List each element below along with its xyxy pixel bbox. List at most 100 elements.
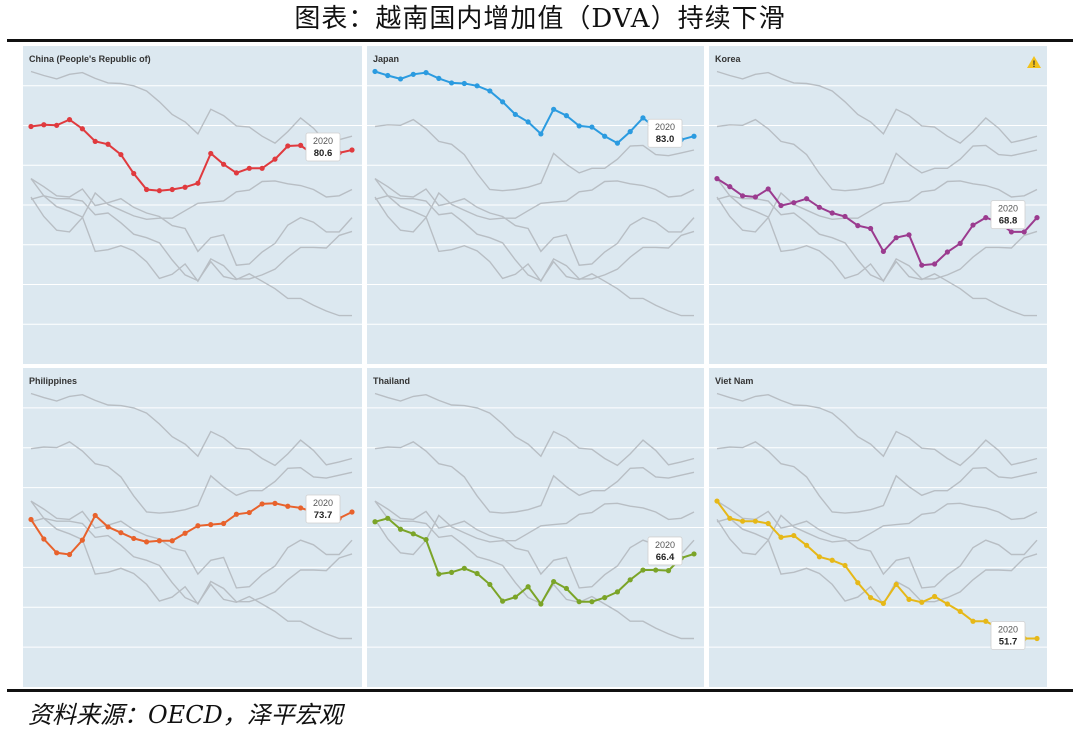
callout-year: 2020 [313, 498, 333, 508]
data-point-2005 [500, 99, 506, 105]
data-point-2020 [691, 551, 697, 557]
panel-korea: Korea 2020 68.8! [709, 46, 1047, 364]
data-point-1997 [740, 518, 746, 524]
data-point-2000 [92, 138, 98, 144]
callout-year: 2020 [313, 136, 333, 146]
data-point-2016 [640, 567, 646, 573]
data-point-2013 [259, 501, 265, 507]
data-point-2012 [932, 261, 938, 267]
data-point-2015 [627, 129, 633, 135]
data-point-1996 [41, 536, 47, 542]
page-title: 图表：越南国内增加值（DVA）持续下滑 [294, 4, 786, 34]
context-line-thailand [374, 195, 695, 283]
data-point-2002 [118, 151, 124, 158]
panel-title: Viet Nam [715, 376, 753, 386]
data-point-2014 [272, 156, 278, 162]
context-line-thailand [716, 195, 1038, 283]
data-point-2012 [932, 593, 938, 600]
callout-box [647, 536, 683, 566]
data-point-2002 [461, 565, 467, 571]
panel-japan: Japan 2020 83.0 [367, 46, 704, 364]
data-point-1996 [41, 122, 47, 128]
data-point-2003 [474, 570, 480, 577]
data-point-2001 [448, 569, 455, 575]
context-line-japan [30, 392, 353, 467]
data-point-1995 [28, 516, 34, 523]
data-point-2006 [855, 580, 861, 586]
data-point-2015 [970, 222, 976, 228]
callout-year: 2020 [655, 540, 675, 550]
data-point-2007 [868, 595, 874, 601]
data-point-2008 [195, 523, 201, 529]
data-point-2018 [1008, 229, 1015, 235]
callout-value: 73.7 [314, 510, 333, 521]
data-point-1999 [765, 186, 771, 192]
data-point-1998 [66, 117, 73, 123]
data-point-2009 [551, 578, 557, 585]
panel-thailand: Thailand 2020 66.4 [367, 368, 704, 687]
data-point-2005 [500, 598, 506, 604]
callout-box [990, 200, 1026, 230]
data-point-2001 [105, 141, 111, 147]
data-point-2002 [118, 530, 124, 536]
data-point-2008 [538, 131, 544, 137]
data-point-2007 [868, 225, 874, 232]
data-point-2008 [880, 600, 887, 607]
context-line-china-people-s-republic-of [716, 118, 1038, 192]
data-point-2001 [448, 80, 455, 86]
data-point-2006 [512, 111, 518, 118]
context-line-korea [374, 178, 695, 266]
data-point-2016 [640, 115, 646, 121]
context-line-japan [716, 70, 1038, 144]
context-line-japan [716, 392, 1038, 467]
data-point-2007 [182, 184, 188, 190]
data-point-2012 [589, 124, 595, 130]
data-point-2003 [816, 204, 823, 210]
data-point-2013 [602, 133, 608, 139]
data-point-1997 [397, 76, 404, 82]
callout-value: 80.6 [314, 148, 333, 159]
callout-box [647, 118, 683, 148]
data-point-2005 [156, 188, 162, 194]
data-point-2020 [691, 133, 697, 139]
panel-philippines: Philippines 2020 73.7 [23, 368, 362, 687]
data-point-2007 [182, 530, 188, 536]
data-point-2008 [880, 248, 887, 255]
value-callout: 2020 73.7 [305, 494, 341, 524]
callout-year: 2020 [998, 624, 1018, 634]
context-line-viet-nam [374, 178, 694, 317]
data-point-2015 [627, 577, 633, 583]
callout-year: 2020 [998, 204, 1018, 214]
data-point-2011 [576, 123, 582, 129]
data-point-2009 [208, 150, 214, 157]
data-point-2006 [169, 538, 175, 544]
data-point-2005 [156, 538, 162, 544]
context-line-philippines [716, 180, 1038, 233]
data-point-2018 [665, 568, 672, 574]
data-point-1999 [423, 536, 429, 543]
context-line-japan [30, 70, 353, 144]
data-point-2002 [804, 542, 810, 548]
data-point-2011 [576, 599, 582, 605]
data-point-2005 [842, 562, 848, 569]
value-callout: 2020 80.6 [305, 132, 341, 162]
data-point-2001 [791, 532, 797, 539]
data-point-2009 [208, 522, 214, 528]
data-point-2003 [131, 535, 137, 542]
data-point-2013 [944, 601, 951, 607]
data-point-2016 [298, 142, 304, 148]
data-point-2003 [131, 170, 137, 177]
data-point-1999 [423, 70, 429, 76]
data-point-2010 [906, 596, 912, 602]
context-line-china-people-s-republic-of [716, 440, 1038, 514]
data-point-2015 [285, 143, 291, 149]
data-point-1995 [714, 176, 720, 182]
data-point-2011 [919, 262, 925, 268]
context-line-philippines [30, 180, 353, 233]
context-line-china-people-s-republic-of [374, 440, 695, 514]
context-line-viet-nam [30, 178, 352, 317]
callout-value: 68.8 [999, 216, 1018, 227]
data-point-2000 [436, 75, 442, 81]
context-line-korea [30, 500, 353, 589]
source-note: 资料来源：OECD，泽平宏观 [28, 701, 343, 729]
